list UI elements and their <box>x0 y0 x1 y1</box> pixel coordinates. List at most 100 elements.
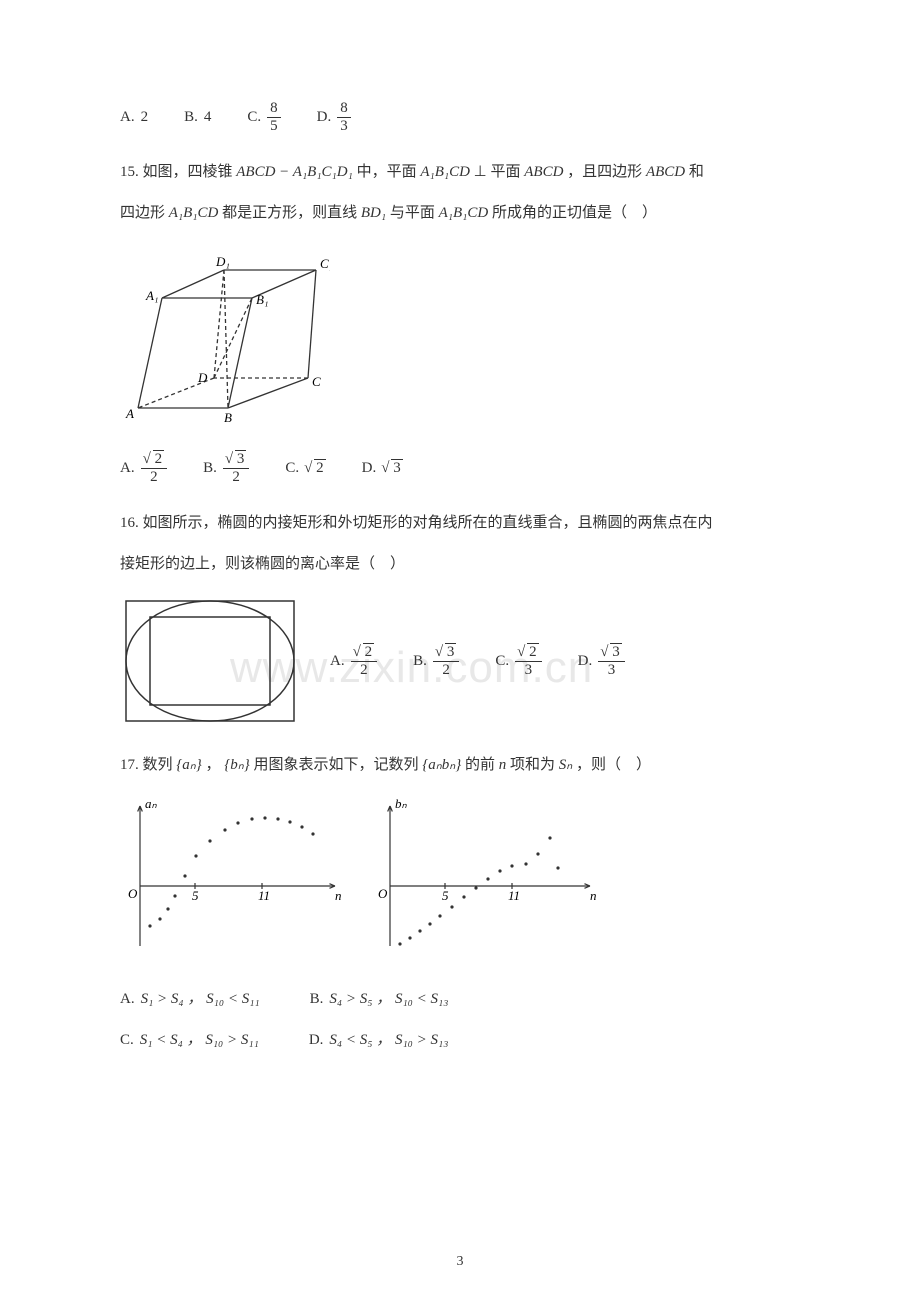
svg-text:A: A <box>125 406 134 421</box>
text: 所成角的正切值是（ ） <box>492 205 657 221</box>
text: 用图象表示如下，记数列 <box>254 757 423 773</box>
text: 项和为 <box>510 757 559 773</box>
q-number: 16. <box>120 515 139 531</box>
opt-label: C. <box>247 101 261 134</box>
q15-figure: ABCDA₁B₁C₁D₁ <box>120 244 800 437</box>
ellipse-diagram <box>120 595 300 727</box>
svg-text:bₙ: bₙ <box>395 796 408 811</box>
q15-line1: 15. 如图，四棱锥 ABCD − A₁B₁C₁D₁ 中，平面 A₁B₁CD ⊥… <box>120 156 800 189</box>
opt-label: B. <box>413 645 427 678</box>
q14-opt-d: D. 8 3 <box>317 100 351 134</box>
opt-label: B. <box>310 983 324 1016</box>
denominator: 3 <box>337 118 351 135</box>
q17-options-row2: C. S₁ < S₄ ， S₁₀ > S₁₁ D. S₄ < S₅ ， S₁₀ … <box>120 1024 800 1057</box>
fraction: √2 2 <box>141 451 168 485</box>
math-expr: BD₁ <box>361 205 386 221</box>
opt-value: 4 <box>204 101 212 134</box>
math-expr: Sₙ <box>559 757 572 773</box>
fraction: √2 2 <box>351 644 378 678</box>
sqrt: √2 <box>305 452 326 485</box>
svg-text:A₁: A₁ <box>145 288 158 303</box>
q-number: 15. <box>120 164 139 180</box>
denominator: 2 <box>439 662 453 679</box>
denominator: 2 <box>357 662 371 679</box>
opt-text: S₁ > S₄ ， S₁₀ < S₁₁ <box>141 983 260 1016</box>
denominator: 2 <box>229 469 243 486</box>
svg-text:D: D <box>197 370 208 385</box>
math-expr: {aₙ} <box>176 757 201 773</box>
text: 中，平面 <box>357 164 421 180</box>
svg-text:O: O <box>378 886 388 901</box>
math-expr: A₁B₁CD <box>420 164 470 180</box>
svg-text:D₁: D₁ <box>215 254 230 269</box>
svg-text:C: C <box>312 374 321 389</box>
q15-opt-a: A. √2 2 <box>120 451 167 485</box>
opt-label: A. <box>120 452 135 485</box>
text: ⊥ 平面 <box>474 164 525 180</box>
opt-label: B. <box>184 101 198 134</box>
numerator: √3 <box>223 451 250 469</box>
text: 四边形 <box>120 205 169 221</box>
q16-opt-c: C. √2 3 <box>495 644 541 678</box>
numerator: √3 <box>598 644 625 662</box>
svg-text:B₁: B₁ <box>256 292 268 307</box>
math-expr: {aₙbₙ} <box>422 757 461 773</box>
text: 和 <box>689 164 704 180</box>
math-expr: ABCD <box>646 164 685 180</box>
fraction: 8 3 <box>337 100 351 134</box>
svg-text:11: 11 <box>258 888 270 903</box>
text: 如图，四棱锥 <box>143 164 237 180</box>
denominator: 3 <box>605 662 619 679</box>
fraction: √3 2 <box>433 644 460 678</box>
text: ， <box>206 757 225 773</box>
svg-text:5: 5 <box>192 888 199 903</box>
text: 的前 <box>465 757 499 773</box>
fraction: √3 3 <box>598 644 625 678</box>
opt-label: A. <box>120 983 135 1016</box>
q16-figure-row: A. √2 2 B. √3 2 C. √2 3 <box>120 595 800 727</box>
math-expr: ABCD − A₁B₁C₁D₁ <box>236 164 353 180</box>
text: ，则（ ） <box>576 757 651 773</box>
fraction: √2 3 <box>515 644 542 678</box>
denominator: 5 <box>267 118 281 135</box>
opt-text: S₄ > S₅ ， S₁₀ < S₁₃ <box>329 983 448 1016</box>
q17-line1: 17. 数列 {aₙ} ， {bₙ} 用图象表示如下，记数列 {aₙbₙ} 的前… <box>120 749 800 782</box>
q17-options-row1: A. S₁ > S₄ ， S₁₀ < S₁₁ B. S₄ > S₅ ， S₁₀ … <box>120 983 800 1016</box>
q17-opt-b: B. S₄ > S₅ ， S₁₀ < S₁₃ <box>310 983 449 1016</box>
fraction: 8 5 <box>267 100 281 134</box>
svg-text:B: B <box>224 410 232 424</box>
q17-opt-c: C. S₁ < S₄ ， S₁₀ > S₁₁ <box>120 1024 259 1057</box>
q15-opt-b: B. √3 2 <box>203 451 249 485</box>
q16-opt-d: D. √3 3 <box>578 644 625 678</box>
svg-text:O: O <box>128 886 138 901</box>
text: ，且四边形 <box>567 164 646 180</box>
q16-options: A. √2 2 B. √3 2 C. √2 3 <box>330 644 625 678</box>
prism-diagram: ABCDA₁B₁C₁D₁ <box>120 244 330 424</box>
text: 数列 <box>143 757 177 773</box>
opt-label: D. <box>362 452 377 485</box>
svg-text:n: n <box>335 888 342 903</box>
opt-text: S₄ < S₅ ， S₁₀ > S₁₃ <box>329 1024 448 1057</box>
q15-line2: 四边形 A₁B₁CD 都是正方形，则直线 BD₁ 与平面 A₁B₁CD 所成角的… <box>120 197 800 230</box>
q15-opt-d: D. √3 <box>362 452 403 485</box>
sequence-plots: aₙOn511bₙOn511 <box>120 796 620 956</box>
fraction: √3 2 <box>223 451 250 485</box>
opt-label: D. <box>317 101 332 134</box>
q14-opt-a: A. 2 <box>120 101 148 134</box>
svg-text:aₙ: aₙ <box>145 796 158 811</box>
q16-line2: 接矩形的边上，则该椭圆的离心率是（ ） <box>120 548 800 581</box>
numerator: 8 <box>267 100 281 118</box>
svg-text:n: n <box>590 888 597 903</box>
opt-label: C. <box>120 1024 134 1057</box>
text: 如图所示，椭圆的内接矩形和外切矩形的对角线所在的直线重合，且椭圆的两焦点在内 <box>143 515 713 531</box>
q17-opt-a: A. S₁ > S₄ ， S₁₀ < S₁₁ <box>120 983 260 1016</box>
math-expr: n <box>499 757 507 773</box>
opt-label: D. <box>578 645 593 678</box>
denominator: 2 <box>147 469 161 486</box>
opt-label: A. <box>330 645 345 678</box>
math-expr: {bₙ} <box>224 757 249 773</box>
q-number: 17. <box>120 757 139 773</box>
math-expr: A₁B₁CD <box>169 205 219 221</box>
opt-label: C. <box>495 645 509 678</box>
text: 与平面 <box>390 205 439 221</box>
